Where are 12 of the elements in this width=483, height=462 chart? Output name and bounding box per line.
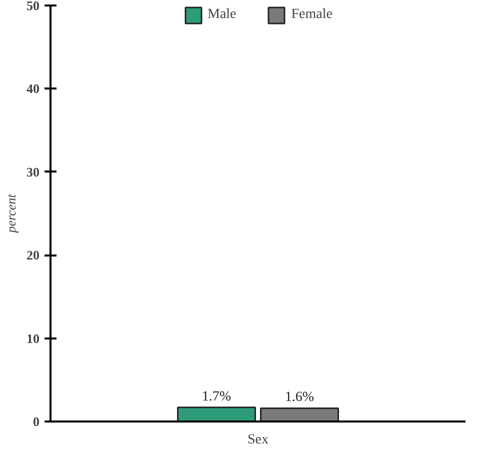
- data-label: 1.6%: [284, 390, 314, 406]
- legend-label: Female: [291, 7, 332, 23]
- y-tick-label: 20: [26, 248, 40, 263]
- y-tick-label: 40: [26, 81, 40, 96]
- y-tick-label: 0: [33, 414, 40, 429]
- legend-label: Male: [208, 7, 236, 23]
- data-label: 1.7%: [202, 389, 232, 404]
- y-tick-label: 10: [26, 330, 40, 346]
- x-axis-title: Sex: [248, 432, 268, 448]
- y-tick-label: 50: [26, 0, 40, 13]
- y-axis-title: percent: [4, 194, 18, 234]
- y-tick-label: 30: [26, 164, 40, 180]
